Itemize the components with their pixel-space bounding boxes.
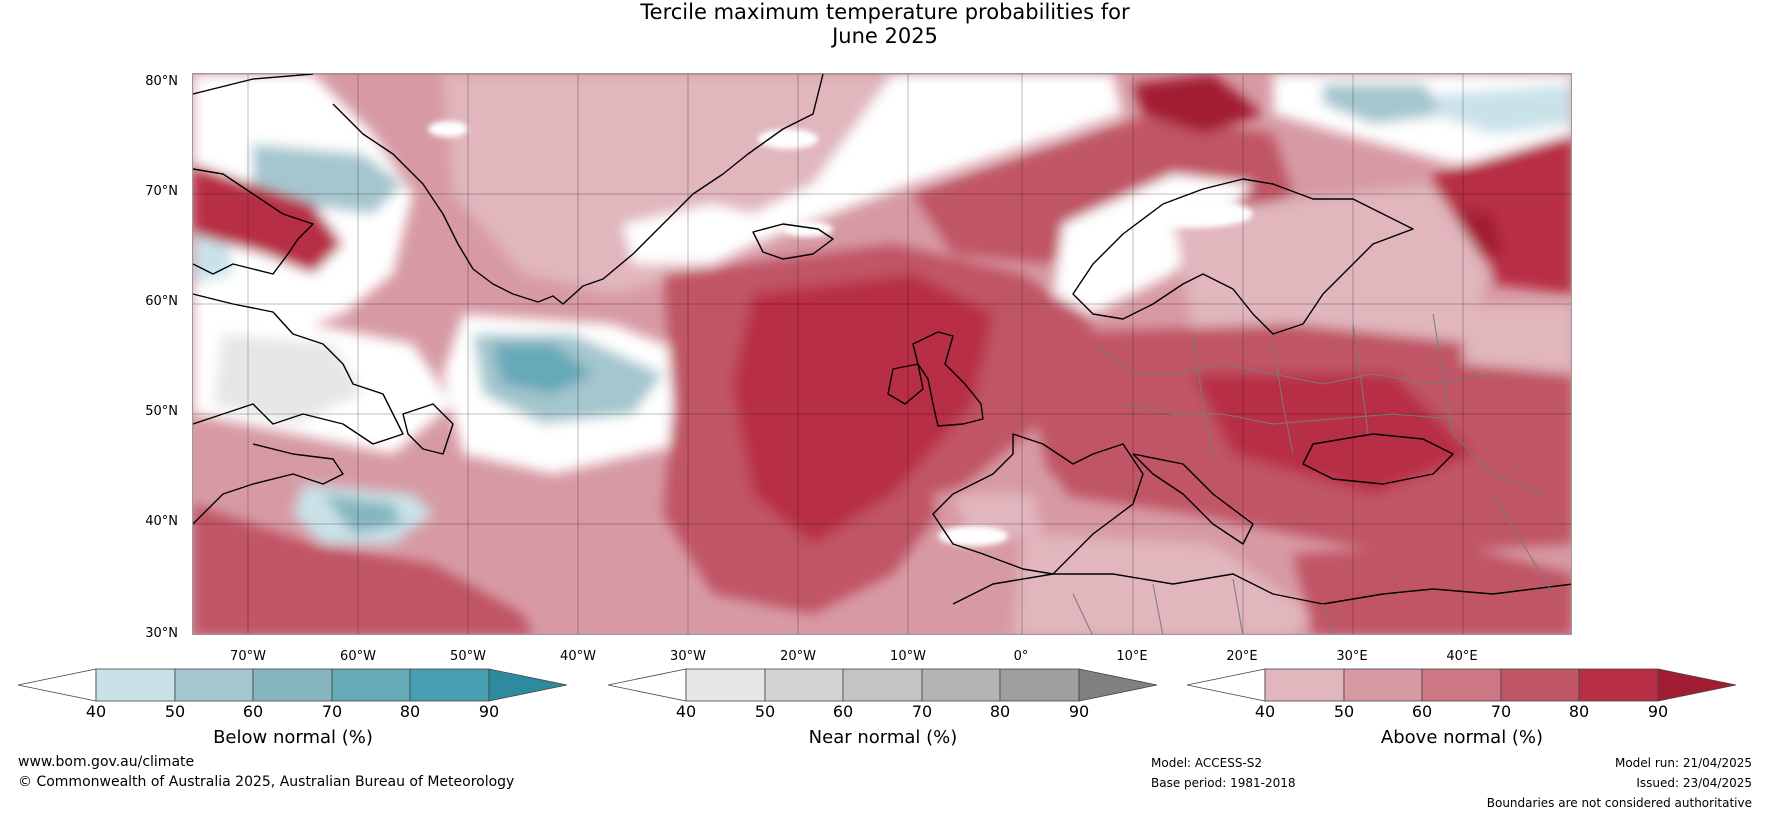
cbar-near-seg-1 (686, 669, 765, 701)
cbar-below-tick-90: 90 (469, 702, 509, 721)
cbar-above-seg-5 (1579, 669, 1658, 701)
lat-label-60n: 60°N (0, 294, 178, 309)
footer-model: Model: ACCESS-S2 (1151, 756, 1262, 770)
cbar-below-seg-1 (96, 669, 175, 701)
cbar-above-tick-80: 80 (1559, 702, 1599, 721)
cbar-near-tick-60: 60 (823, 702, 863, 721)
cbar-near-seg-2 (765, 669, 843, 701)
lon-label-10w: 10°W (878, 649, 938, 664)
below-normal-colorbar (18, 668, 568, 702)
cbar-above-seg-3 (1422, 669, 1501, 701)
lat-label-50n: 50°N (0, 404, 178, 419)
cbar-near-tick-70: 70 (902, 702, 942, 721)
cbar-above-tick-60: 60 (1402, 702, 1442, 721)
lon-label-20w: 20°W (768, 649, 828, 664)
lat-label-40n: 40°N (0, 514, 178, 529)
below-normal-label: Below normal (%) (18, 727, 568, 748)
map-canvas (193, 74, 1572, 635)
cbar-above-seg-2 (1344, 669, 1422, 701)
map-title: Tercile maximum temperature probabilitie… (0, 0, 1770, 48)
cbar-above-extend-low (1187, 669, 1265, 701)
title-line-2: June 2025 (0, 24, 1770, 48)
cbar-near-seg-3 (843, 669, 922, 701)
cbar-below-seg-3 (253, 669, 332, 701)
lat-label-80n: 80°N (0, 74, 178, 89)
lon-label-10e: 10°E (1102, 649, 1162, 664)
cbar-above-tick-40: 40 (1245, 702, 1285, 721)
lon-label-60w: 60°W (328, 649, 388, 664)
footer-website: www.bom.gov.au/climate (18, 754, 194, 770)
cbar-above-tick-90: 90 (1638, 702, 1678, 721)
cbar-near-extend-high (1079, 669, 1157, 701)
lon-label-50w: 50°W (438, 649, 498, 664)
cbar-below-seg-5 (410, 669, 489, 701)
lon-label-30e: 30°E (1322, 649, 1382, 664)
lon-label-0: 0° (991, 649, 1051, 664)
cbar-above-tick-70: 70 (1481, 702, 1521, 721)
footer-base-period: Base period: 1981-2018 (1151, 776, 1296, 790)
above-normal-label: Above normal (%) (1187, 727, 1737, 748)
lat-label-30n: 30°N (0, 626, 178, 641)
lon-label-40w: 40°W (548, 649, 608, 664)
footer-model-run: Model run: 21/04/2025 (1615, 756, 1752, 770)
cbar-near-seg-4 (922, 669, 1000, 701)
footer-copyright: © Commonwealth of Australia 2025, Austra… (18, 774, 514, 790)
cbar-above-tick-50: 50 (1324, 702, 1364, 721)
cbar-below-seg-2 (175, 669, 253, 701)
cbar-above-seg-1 (1265, 669, 1344, 701)
cbar-below-tick-40: 40 (76, 702, 116, 721)
forecast-map (192, 73, 1572, 635)
cbar-below-tick-70: 70 (312, 702, 352, 721)
lon-label-30w: 30°W (658, 649, 718, 664)
cbar-below-extend-high (489, 669, 567, 701)
near-normal-colorbar (608, 668, 1158, 702)
lon-label-20e: 20°E (1212, 649, 1272, 664)
cbar-above-seg-4 (1501, 669, 1579, 701)
lon-label-40e: 40°E (1432, 649, 1492, 664)
cbar-above-extend-high (1658, 669, 1736, 701)
near-normal-label: Near normal (%) (608, 727, 1158, 748)
lat-label-70n: 70°N (0, 184, 178, 199)
cbar-below-extend-low (18, 669, 96, 701)
lon-label-70w: 70°W (218, 649, 278, 664)
cbar-near-tick-80: 80 (980, 702, 1020, 721)
cbar-below-tick-80: 80 (390, 702, 430, 721)
footer-disclaimer: Boundaries are not considered authoritat… (1487, 796, 1752, 810)
cbar-near-tick-90: 90 (1059, 702, 1099, 721)
cbar-near-extend-low (608, 669, 686, 701)
footer-issued: Issued: 23/04/2025 (1636, 776, 1752, 790)
cbar-below-tick-50: 50 (155, 702, 195, 721)
cbar-near-seg-5 (1000, 669, 1079, 701)
cbar-below-seg-4 (332, 669, 410, 701)
title-line-1: Tercile maximum temperature probabilitie… (0, 0, 1770, 24)
cbar-below-tick-60: 60 (233, 702, 273, 721)
cbar-near-tick-40: 40 (666, 702, 706, 721)
above-normal-colorbar (1187, 668, 1737, 702)
cbar-near-tick-50: 50 (745, 702, 785, 721)
